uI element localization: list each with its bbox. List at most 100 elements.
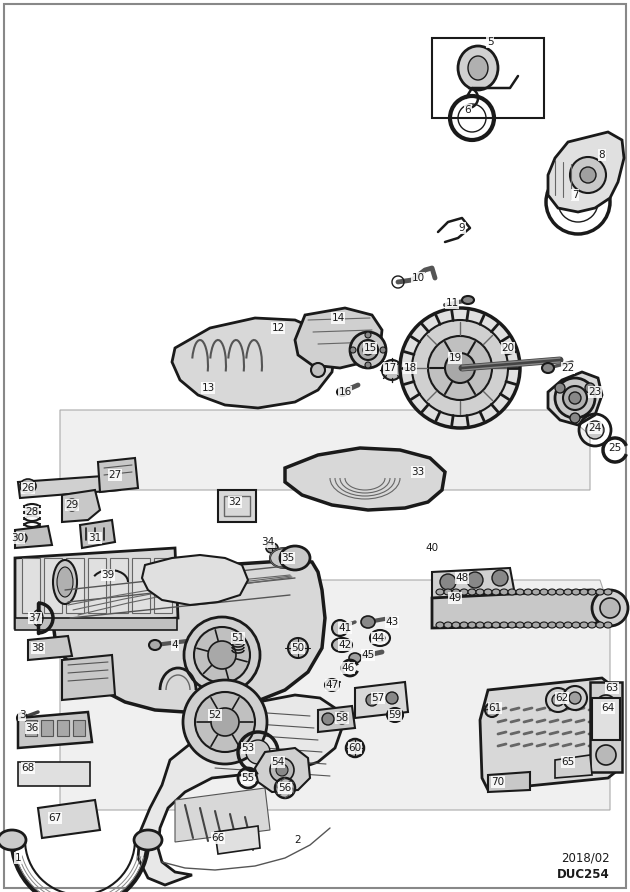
- Bar: [73, 720, 85, 736]
- Polygon shape: [488, 772, 530, 792]
- Text: 60: 60: [348, 743, 362, 753]
- Ellipse shape: [195, 692, 255, 752]
- Bar: [132, 558, 150, 613]
- Ellipse shape: [444, 622, 452, 628]
- Polygon shape: [38, 800, 100, 838]
- Ellipse shape: [361, 616, 375, 628]
- Text: 3: 3: [19, 710, 25, 720]
- Ellipse shape: [382, 360, 402, 380]
- Ellipse shape: [580, 622, 588, 628]
- Ellipse shape: [556, 622, 564, 628]
- Text: 49: 49: [449, 593, 462, 603]
- Ellipse shape: [365, 362, 371, 368]
- Bar: [224, 496, 250, 516]
- Bar: [88, 558, 106, 613]
- Polygon shape: [142, 555, 248, 605]
- Ellipse shape: [276, 764, 288, 776]
- Ellipse shape: [600, 598, 620, 618]
- Ellipse shape: [596, 695, 616, 715]
- Ellipse shape: [548, 622, 556, 628]
- Text: 40: 40: [425, 543, 438, 553]
- Bar: [590, 682, 622, 772]
- Ellipse shape: [311, 363, 325, 377]
- Ellipse shape: [336, 712, 348, 724]
- Ellipse shape: [452, 622, 460, 628]
- Polygon shape: [60, 410, 590, 490]
- Polygon shape: [98, 458, 138, 492]
- Ellipse shape: [149, 640, 161, 650]
- Polygon shape: [18, 712, 92, 748]
- Ellipse shape: [540, 622, 548, 628]
- Text: 46: 46: [341, 663, 355, 673]
- Text: 9: 9: [459, 223, 466, 233]
- Ellipse shape: [532, 622, 540, 628]
- Ellipse shape: [280, 546, 310, 570]
- Ellipse shape: [588, 622, 596, 628]
- Ellipse shape: [485, 703, 499, 717]
- Ellipse shape: [508, 589, 516, 595]
- Text: 58: 58: [335, 713, 348, 723]
- Text: 66: 66: [212, 833, 225, 843]
- Ellipse shape: [580, 589, 588, 595]
- Polygon shape: [318, 706, 355, 732]
- Text: 27: 27: [108, 470, 122, 480]
- Ellipse shape: [246, 740, 270, 764]
- Ellipse shape: [484, 589, 492, 595]
- Ellipse shape: [500, 589, 508, 595]
- Text: 50: 50: [292, 643, 304, 653]
- Ellipse shape: [546, 688, 570, 712]
- Text: 63: 63: [605, 683, 619, 693]
- Polygon shape: [60, 580, 610, 810]
- Ellipse shape: [462, 296, 474, 304]
- Ellipse shape: [407, 365, 417, 375]
- Text: 37: 37: [28, 613, 42, 623]
- Text: 1: 1: [14, 853, 21, 863]
- Text: 8: 8: [598, 150, 605, 160]
- Polygon shape: [295, 308, 382, 368]
- Polygon shape: [355, 682, 408, 718]
- Bar: [110, 558, 128, 613]
- Ellipse shape: [66, 499, 78, 511]
- Polygon shape: [172, 318, 335, 408]
- Polygon shape: [15, 548, 178, 628]
- Ellipse shape: [458, 46, 498, 90]
- Ellipse shape: [57, 567, 73, 597]
- Bar: [57, 720, 69, 736]
- Ellipse shape: [444, 589, 452, 595]
- Ellipse shape: [386, 692, 398, 704]
- Ellipse shape: [270, 548, 300, 568]
- Text: 17: 17: [384, 363, 397, 373]
- Ellipse shape: [556, 589, 564, 595]
- Ellipse shape: [468, 56, 488, 80]
- Ellipse shape: [211, 708, 239, 736]
- Ellipse shape: [387, 708, 403, 722]
- Text: 30: 30: [11, 533, 25, 543]
- Polygon shape: [62, 655, 115, 700]
- Bar: [15, 618, 177, 630]
- Ellipse shape: [467, 572, 483, 588]
- Text: 56: 56: [278, 783, 292, 793]
- Text: 28: 28: [25, 507, 38, 517]
- Ellipse shape: [436, 589, 444, 595]
- Text: 36: 36: [25, 723, 38, 733]
- Polygon shape: [28, 636, 72, 660]
- Bar: [66, 558, 84, 613]
- Text: 57: 57: [371, 693, 385, 703]
- Ellipse shape: [428, 336, 492, 400]
- Polygon shape: [138, 695, 342, 885]
- Polygon shape: [215, 826, 260, 854]
- Text: 45: 45: [362, 650, 375, 660]
- Ellipse shape: [20, 479, 36, 493]
- Ellipse shape: [585, 383, 595, 393]
- Ellipse shape: [17, 533, 27, 543]
- Ellipse shape: [492, 570, 508, 586]
- Polygon shape: [548, 132, 624, 212]
- Polygon shape: [432, 568, 515, 598]
- Ellipse shape: [572, 622, 580, 628]
- Ellipse shape: [548, 589, 556, 595]
- Ellipse shape: [366, 694, 378, 706]
- Ellipse shape: [569, 692, 581, 704]
- Text: 51: 51: [231, 633, 244, 643]
- Text: 25: 25: [609, 443, 622, 453]
- Text: 11: 11: [445, 298, 459, 308]
